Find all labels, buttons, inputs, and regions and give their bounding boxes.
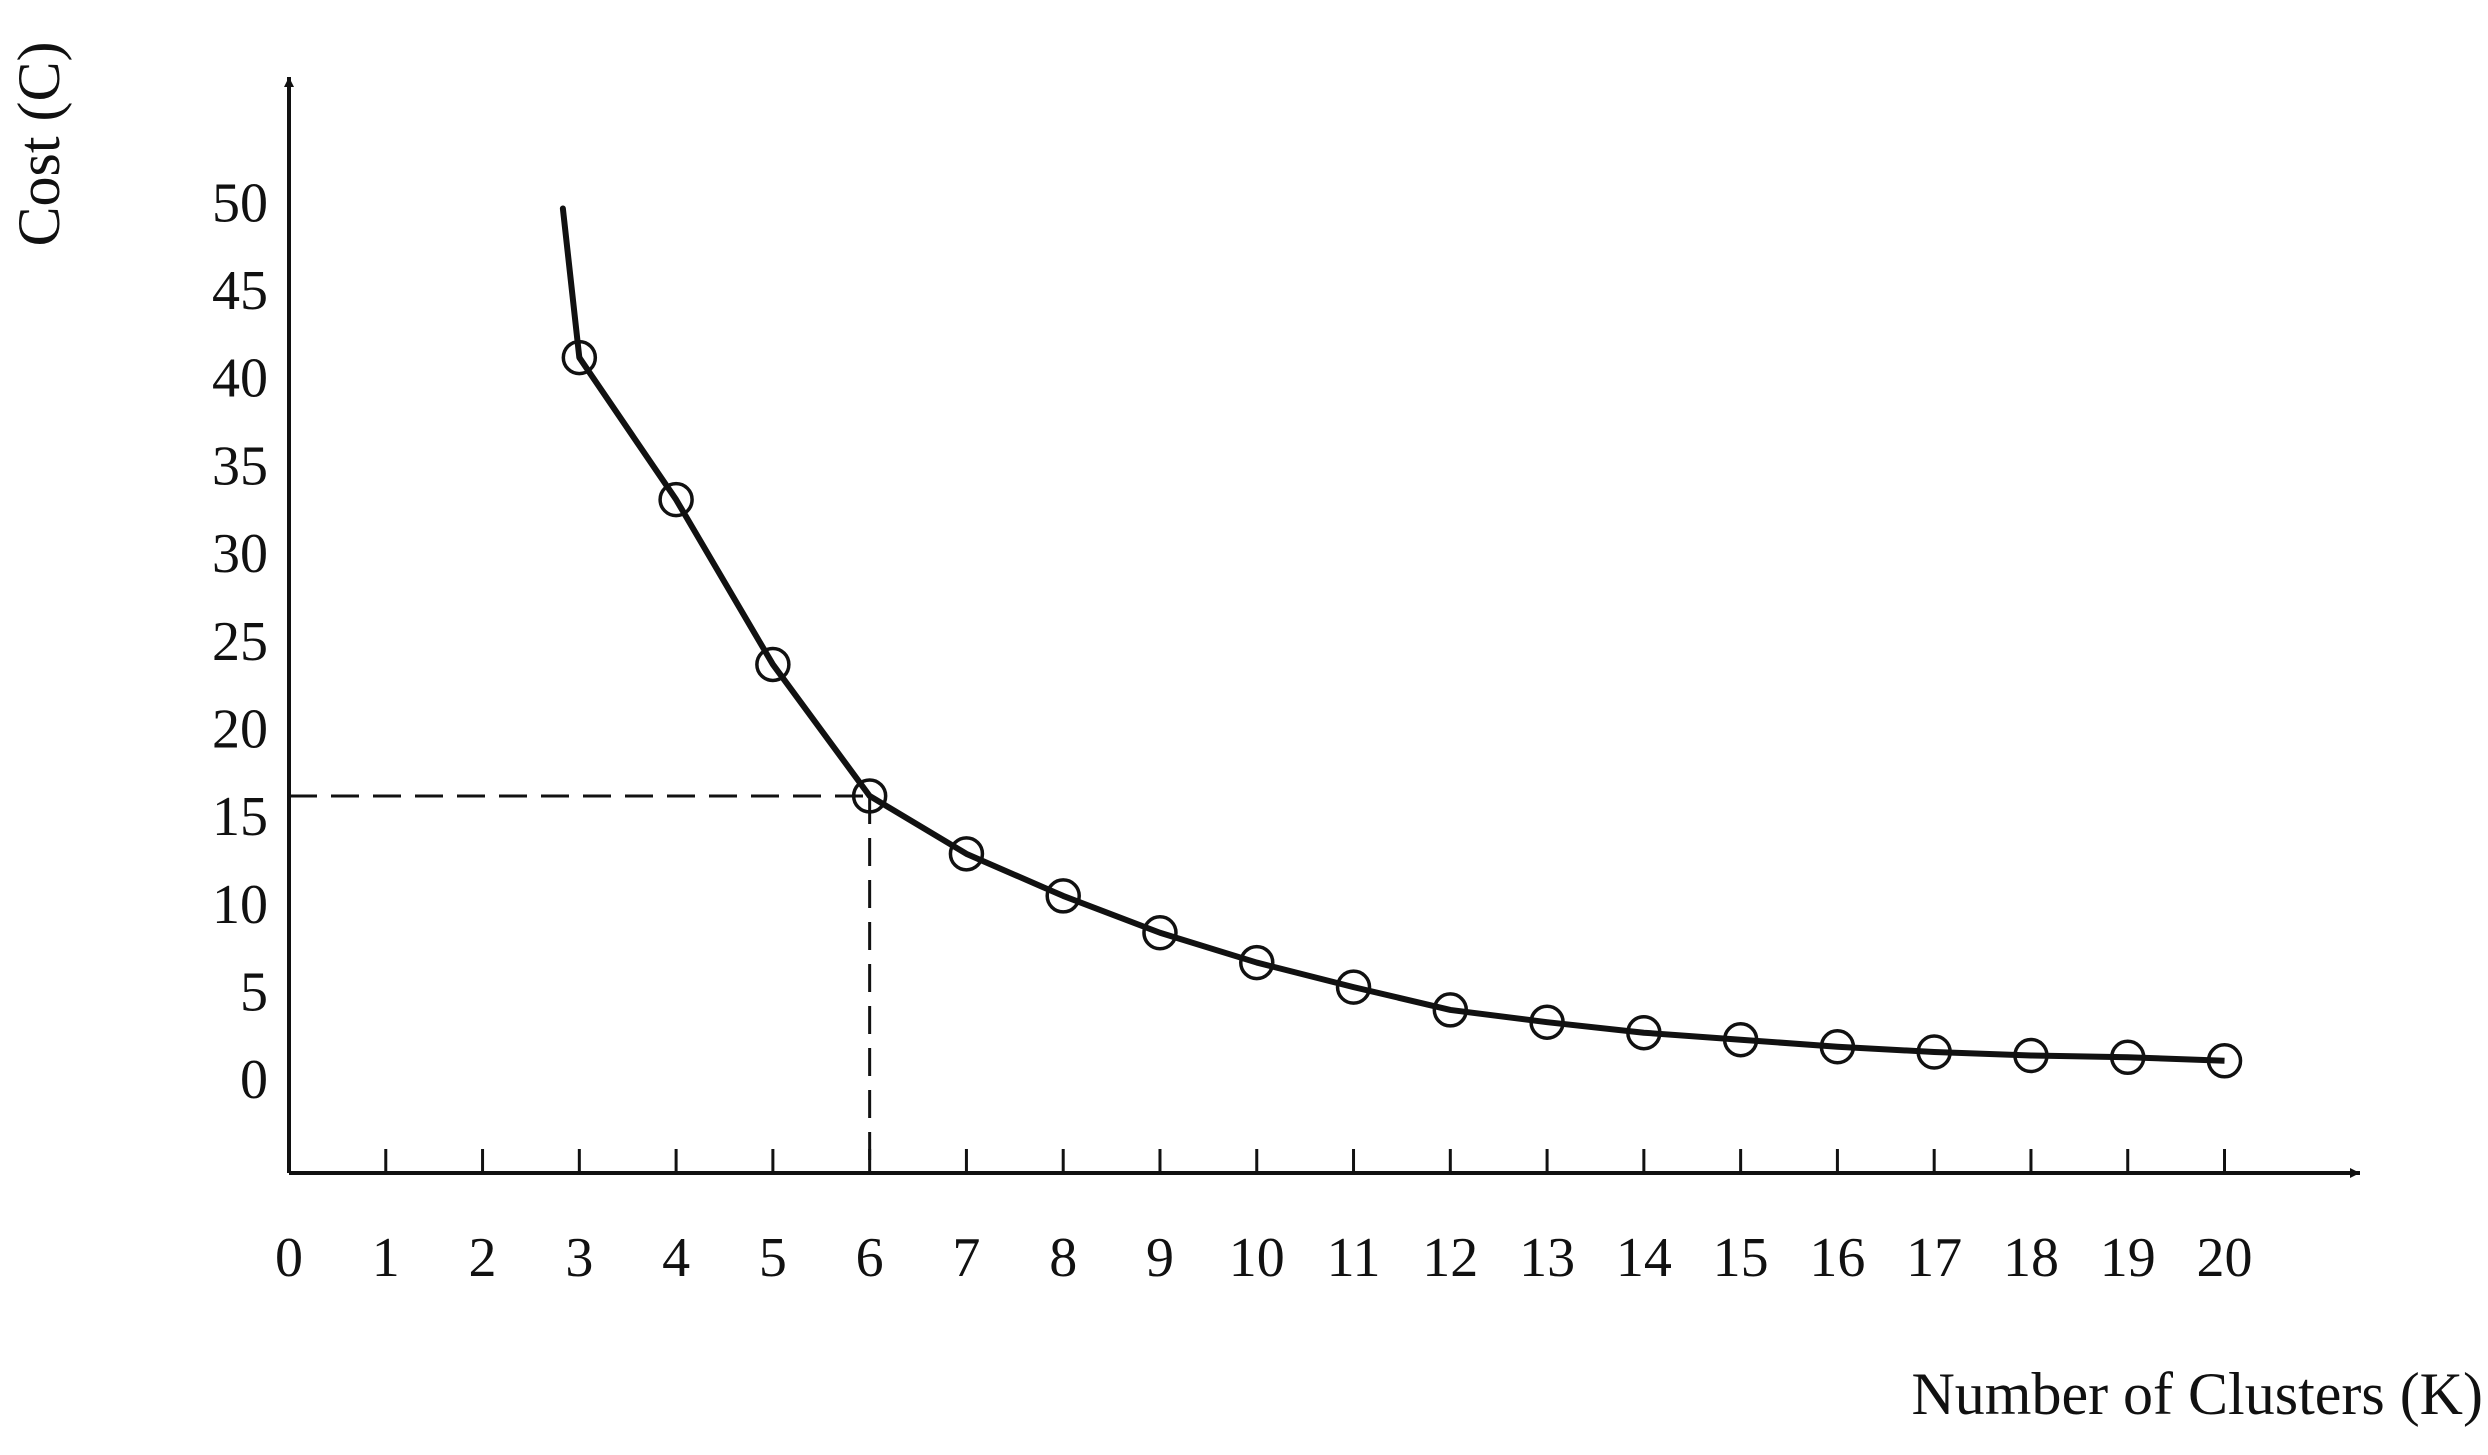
point-marker [1626,1014,1662,1051]
x-tick-label: 3 [565,1227,593,1289]
y-tick-label: 50 [212,172,268,234]
point-marker [1529,1004,1565,1040]
x-tick-label: 8 [1049,1227,1077,1289]
y-tick-label: 35 [212,435,268,497]
point-marker [561,339,598,376]
x-tick-label: 18 [2003,1227,2059,1289]
x-tick-label: 0 [275,1227,303,1289]
x-tick-label: 7 [952,1227,980,1289]
point-marker [948,836,985,872]
y-axis-label: Cost (C) [6,41,72,246]
point-marker [1432,992,1469,1028]
x-tick-label: 5 [759,1227,787,1289]
x-tick-label: 14 [1616,1227,1672,1289]
x-tick-label: 10 [1229,1227,1285,1289]
point-marker [2109,1039,2146,1076]
point-marker [1239,944,1275,981]
x-tick-label: 16 [1809,1227,1865,1289]
x-tick-label: 15 [1713,1227,1769,1289]
point-marker [851,778,888,814]
y-tick-label: 20 [212,698,268,760]
x-axis-label: Number of Clusters (K) [1911,1361,2483,1427]
x-tick-label: 20 [2197,1227,2253,1289]
y-tick-label: 0 [240,1049,268,1111]
point-marker [1335,969,1372,1005]
point-marker [1045,878,1081,914]
curve-lead-in [559,205,583,361]
x-tick-label: 4 [662,1227,690,1289]
x-tick-label: 6 [856,1227,884,1289]
x-tick-label: 2 [469,1227,497,1289]
point-marker [2206,1043,2243,1079]
point-marker [658,481,694,518]
point-marker [1819,1028,1856,1065]
y-tick-label: 40 [212,348,268,410]
point-marker [1142,915,1178,951]
x-tick-label: 1 [372,1227,400,1289]
x-tick-label: 19 [2100,1227,2156,1289]
x-tick-label: 13 [1519,1227,1575,1289]
y-tick-label: 5 [240,961,268,1023]
point-marker [2013,1037,2049,1074]
y-tick-label: 15 [212,786,268,848]
point-marker [755,646,791,683]
x-tick-label: 9 [1146,1227,1174,1289]
point-marker [1722,1021,1759,1058]
y-tick-label: 10 [212,874,268,936]
x-tick-label: 11 [1327,1227,1381,1289]
y-tick-label: 45 [212,260,268,322]
y-tick-label: 30 [212,523,268,585]
x-tick-label: 17 [1906,1227,1962,1289]
point-marker [1916,1034,1952,1070]
curve [576,355,2225,1064]
y-tick-label: 25 [212,611,268,673]
x-tick-label: 12 [1422,1227,1478,1289]
